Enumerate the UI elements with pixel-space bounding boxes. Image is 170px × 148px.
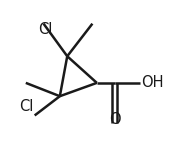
- Text: O: O: [109, 112, 120, 127]
- Text: Cl: Cl: [19, 99, 33, 114]
- Text: Cl: Cl: [38, 22, 52, 37]
- Text: OH: OH: [141, 75, 164, 90]
